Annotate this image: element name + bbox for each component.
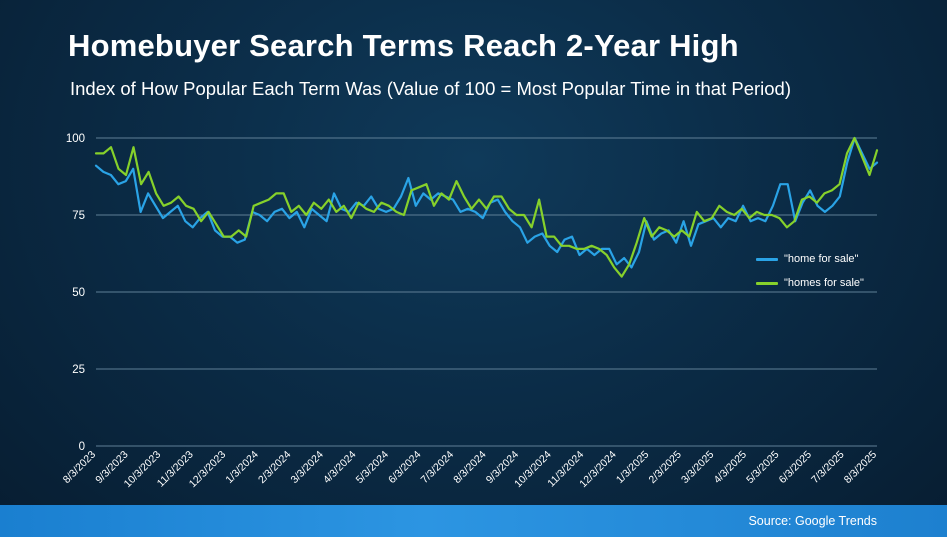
page-title: Homebuyer Search Terms Reach 2-Year High <box>68 28 739 63</box>
y-tick-label: 75 <box>72 210 85 222</box>
x-tick-label: 5/3/2025 <box>744 449 781 486</box>
page-subtitle: Index of How Popular Each Term Was (Valu… <box>70 78 791 99</box>
legend-swatch-homes-for-sale <box>756 281 778 285</box>
x-tick-label: 1/3/2025 <box>614 449 651 486</box>
x-tick-label: 2/3/2024 <box>256 449 293 486</box>
x-tick-label: 1/3/2024 <box>223 449 260 486</box>
x-tick-label: 8/3/2025 <box>842 449 879 486</box>
x-tick-label: 4/3/2025 <box>712 449 749 486</box>
legend-label-homes-for-sale: "homes for sale" <box>784 277 864 289</box>
x-tick-label: 6/3/2025 <box>777 449 814 486</box>
x-tick-label: 8/3/2023 <box>61 449 98 486</box>
x-tick-label: 3/3/2024 <box>289 449 326 486</box>
series-line-homes-for-sale <box>94 136 879 278</box>
x-tick-label: 2/3/2025 <box>646 449 683 486</box>
x-tick-label: 3/3/2025 <box>679 449 716 486</box>
legend-label-home-for-sale: "home for sale" <box>784 253 859 265</box>
x-tick-label: 7/3/2025 <box>809 449 846 486</box>
y-tick-label: 50 <box>72 287 85 299</box>
y-tick-label: 25 <box>72 364 85 376</box>
chart-legend: "home for sale" "homes for sale" <box>756 247 864 295</box>
y-tick-label: 0 <box>79 441 85 453</box>
y-tick-label: 100 <box>66 133 85 145</box>
legend-item-homes-for-sale: "homes for sale" <box>756 271 864 295</box>
legend-item-home-for-sale: "home for sale" <box>756 247 864 271</box>
footer-bar: Source: Google Trends <box>0 505 947 537</box>
x-tick-label: 6/3/2024 <box>386 449 423 486</box>
legend-swatch-home-for-sale <box>756 257 778 261</box>
x-tick-label: 5/3/2024 <box>354 449 391 486</box>
x-tick-label: 4/3/2024 <box>321 449 358 486</box>
source-note: Source: Google Trends <box>748 514 877 528</box>
x-tick-label: 7/3/2024 <box>419 449 456 486</box>
x-tick-label: 8/3/2024 <box>451 449 488 486</box>
